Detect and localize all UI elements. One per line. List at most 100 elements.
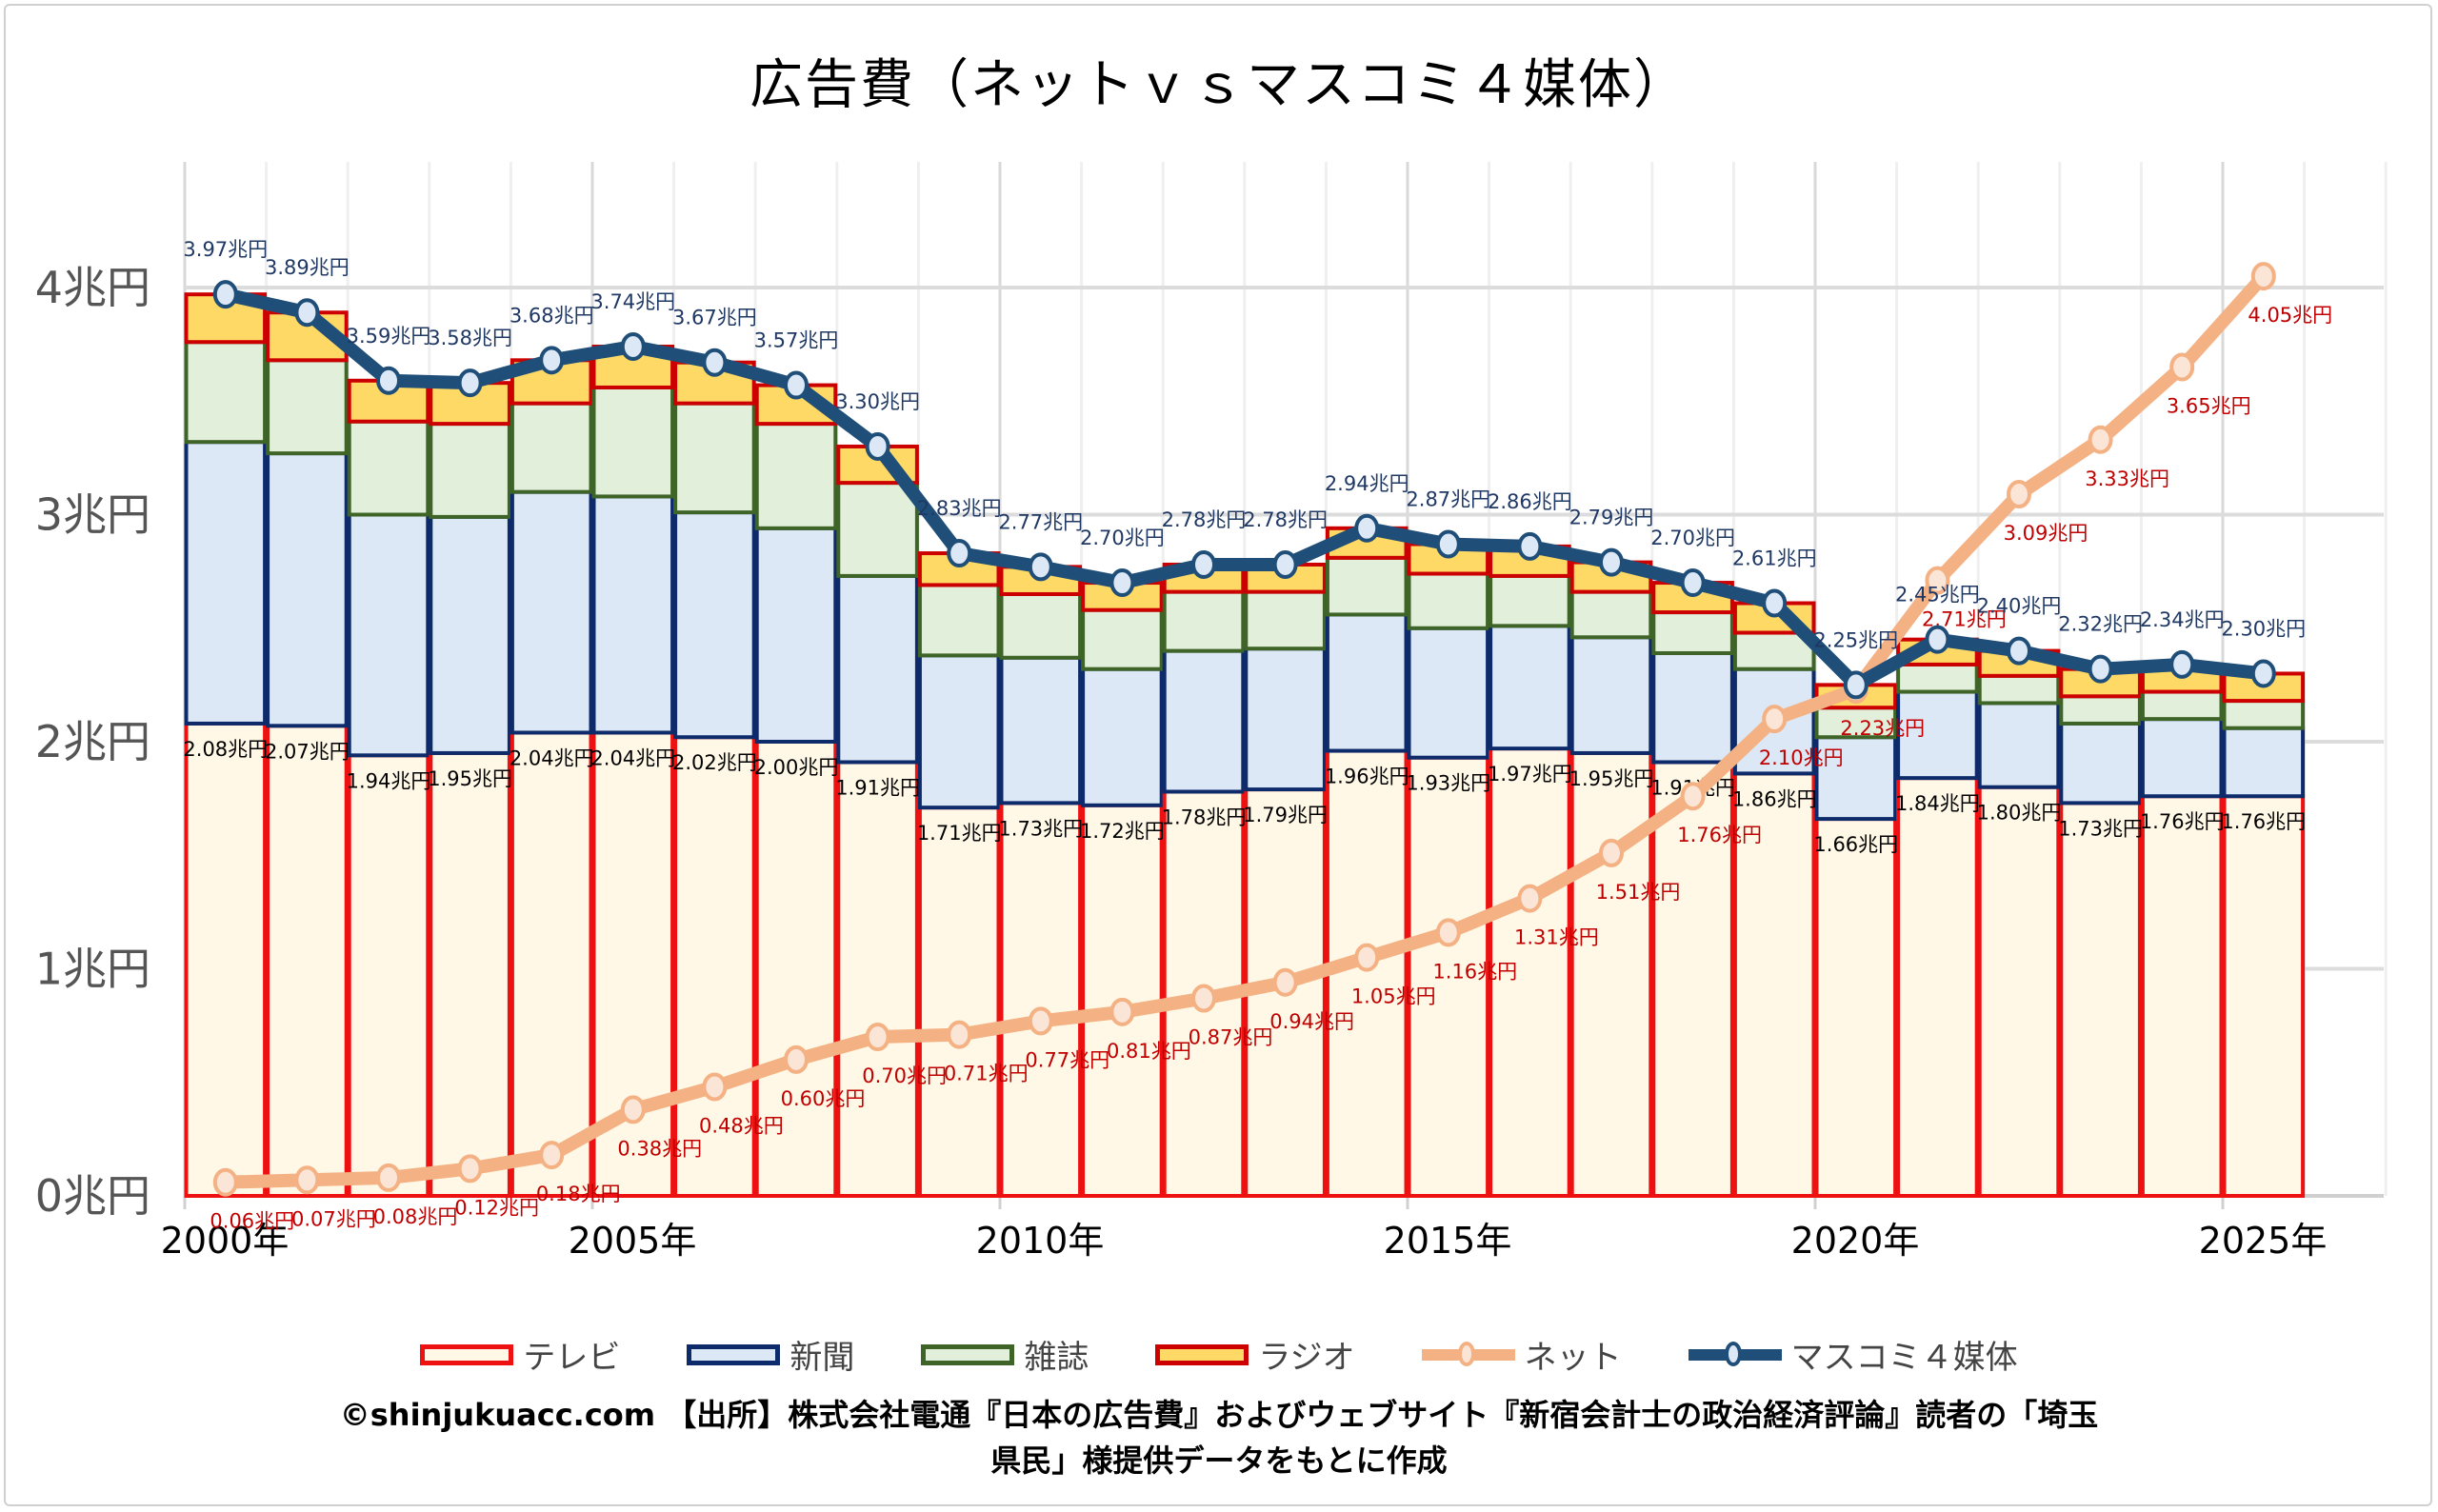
tv-data-label: 1.76兆円 (2221, 810, 2306, 833)
mass4-data-label: 2.86兆円 (1488, 490, 1572, 513)
mass4-marker (212, 280, 238, 309)
legend-label-tv: テレビ (523, 1339, 621, 1377)
mass4-line (224, 288, 2265, 692)
bar-segment-magazine (754, 422, 838, 530)
bar-segment-magazine (1407, 571, 1490, 630)
tv-data-label: 1.73兆円 (998, 817, 1083, 840)
bar-segment-tv (2059, 801, 2142, 1199)
net-data-label: 0.60兆円 (781, 1087, 866, 1110)
mass4-data-label: 2.77兆円 (998, 510, 1083, 533)
mass4-data-label: 3.97兆円 (183, 238, 268, 261)
bar-segment-magazine (347, 419, 430, 517)
tv-data-label: 1.95兆円 (1569, 767, 1654, 790)
net-data-label: 0.38兆円 (617, 1137, 702, 1160)
net-marker (1028, 1006, 1053, 1036)
net-marker (1109, 997, 1135, 1026)
bar-segment-newspaper (2140, 717, 2224, 799)
mass4-marker (620, 332, 646, 362)
net-marker (376, 1163, 401, 1192)
mass4-data-label: 2.79兆円 (1569, 507, 1654, 529)
net-data-label: 0.81兆円 (1107, 1040, 1191, 1063)
net-data-label: 1.05兆円 (1351, 985, 1436, 1008)
tv-data-label: 2.08兆円 (183, 738, 268, 761)
mass4-data-label: 2.70兆円 (1080, 527, 1165, 549)
bar-segment-tv (1325, 748, 1409, 1198)
legend-item-net[interactable]: ネット (1421, 1331, 1622, 1378)
tv-data-label: 1.86兆円 (1732, 787, 1817, 810)
bar-segment-magazine (1896, 662, 1979, 694)
net-line (225, 271, 2269, 1189)
y-tick-label: 4兆円 (35, 262, 150, 313)
legend-item-mass4[interactable]: マスコミ４媒体 (1688, 1331, 2018, 1378)
mass4-data-label: 3.89兆円 (265, 256, 350, 279)
bar-segment-tv (917, 806, 1001, 1198)
bar-segment-tv (266, 724, 349, 1198)
bar-segment-tv (510, 730, 593, 1199)
x-tick-label: 2025年 (2199, 1220, 2328, 1262)
net-marker (2250, 262, 2276, 291)
net-marker (865, 1023, 890, 1052)
mass4-marker (1925, 625, 1950, 654)
legend-item-newspaper[interactable]: 新聞 (687, 1331, 854, 1378)
mass4-marker (457, 368, 483, 398)
bar-segment-newspaper (429, 514, 511, 755)
bar-segment-magazine (510, 401, 593, 494)
net-marker (1599, 838, 1624, 867)
legend-item-magazine[interactable]: 雑誌 (921, 1331, 1089, 1378)
legend-item-radio[interactable]: ラジオ (1155, 1331, 1355, 1378)
bar-segment-newspaper (1407, 626, 1490, 760)
mass4-data-label: 2.70兆円 (1650, 527, 1735, 549)
net-data-label: 2.23兆円 (1840, 717, 1925, 740)
net-data-label: 0.06兆円 (210, 1210, 294, 1233)
net-data-label: 0.77兆円 (1025, 1048, 1109, 1071)
net-marker (2007, 480, 2031, 509)
bar-segment-tv (1896, 776, 1979, 1198)
legend-swatch-magazine (921, 1343, 1015, 1365)
bar-segment-newspaper (2222, 726, 2306, 799)
y-tick-label: 3兆円 (35, 489, 150, 541)
legend-swatch-tv (420, 1343, 514, 1365)
bar-segment-magazine (836, 481, 919, 578)
bar-segment-newspaper (1162, 648, 1246, 794)
mass4-marker (2250, 659, 2276, 688)
mass4-data-label: 3.74兆円 (590, 290, 675, 313)
x-tick-label: 2020年 (1791, 1220, 1920, 1262)
bar-segment-newspaper (347, 512, 430, 758)
bar-segment-newspaper (510, 489, 593, 735)
bar-segment-tv (2140, 794, 2224, 1198)
mass4-data-label: 2.78兆円 (1162, 508, 1247, 531)
tv-data-label: 1.73兆円 (2058, 817, 2143, 840)
net-marker (702, 1072, 728, 1102)
tv-data-label: 1.91兆円 (835, 776, 920, 799)
bar-segment-newspaper (1814, 735, 1898, 822)
y-tick-label: 2兆円 (35, 716, 150, 767)
legend-label-mass4: マスコミ４媒体 (1790, 1339, 2018, 1377)
bar-segment-tv (184, 721, 268, 1198)
legend-item-tv[interactable]: テレビ (420, 1331, 620, 1378)
bar-segment-tv (429, 750, 511, 1198)
net-marker (212, 1167, 238, 1197)
net-marker (1191, 984, 1216, 1013)
mass4-marker (1517, 531, 1543, 561)
mass4-marker (294, 298, 320, 328)
tv-data-label: 1.96兆円 (1325, 766, 1409, 788)
mass4-marker (1354, 513, 1380, 543)
net-marker (1272, 967, 1298, 997)
mass4-data-label: 3.68兆円 (510, 304, 594, 327)
tv-data-label: 1.79兆円 (1243, 804, 1328, 826)
net-data-label: 1.31兆円 (1514, 926, 1599, 949)
net-data-label: 0.48兆円 (699, 1115, 784, 1138)
bar-segment-magazine (1325, 555, 1409, 617)
bar-segment-newspaper (1569, 635, 1653, 755)
net-data-label: 0.12兆円 (454, 1196, 539, 1219)
bar-segment-newspaper (591, 494, 675, 735)
mass4-data-label: 2.40兆円 (1977, 595, 2062, 618)
net-marker (947, 1020, 972, 1049)
net-marker (1517, 884, 1543, 913)
net-marker (2088, 425, 2113, 454)
net-marker (294, 1165, 320, 1195)
mass4-marker (1680, 568, 1706, 598)
net-marker (1680, 782, 1706, 811)
mass4-marker (1435, 529, 1461, 559)
